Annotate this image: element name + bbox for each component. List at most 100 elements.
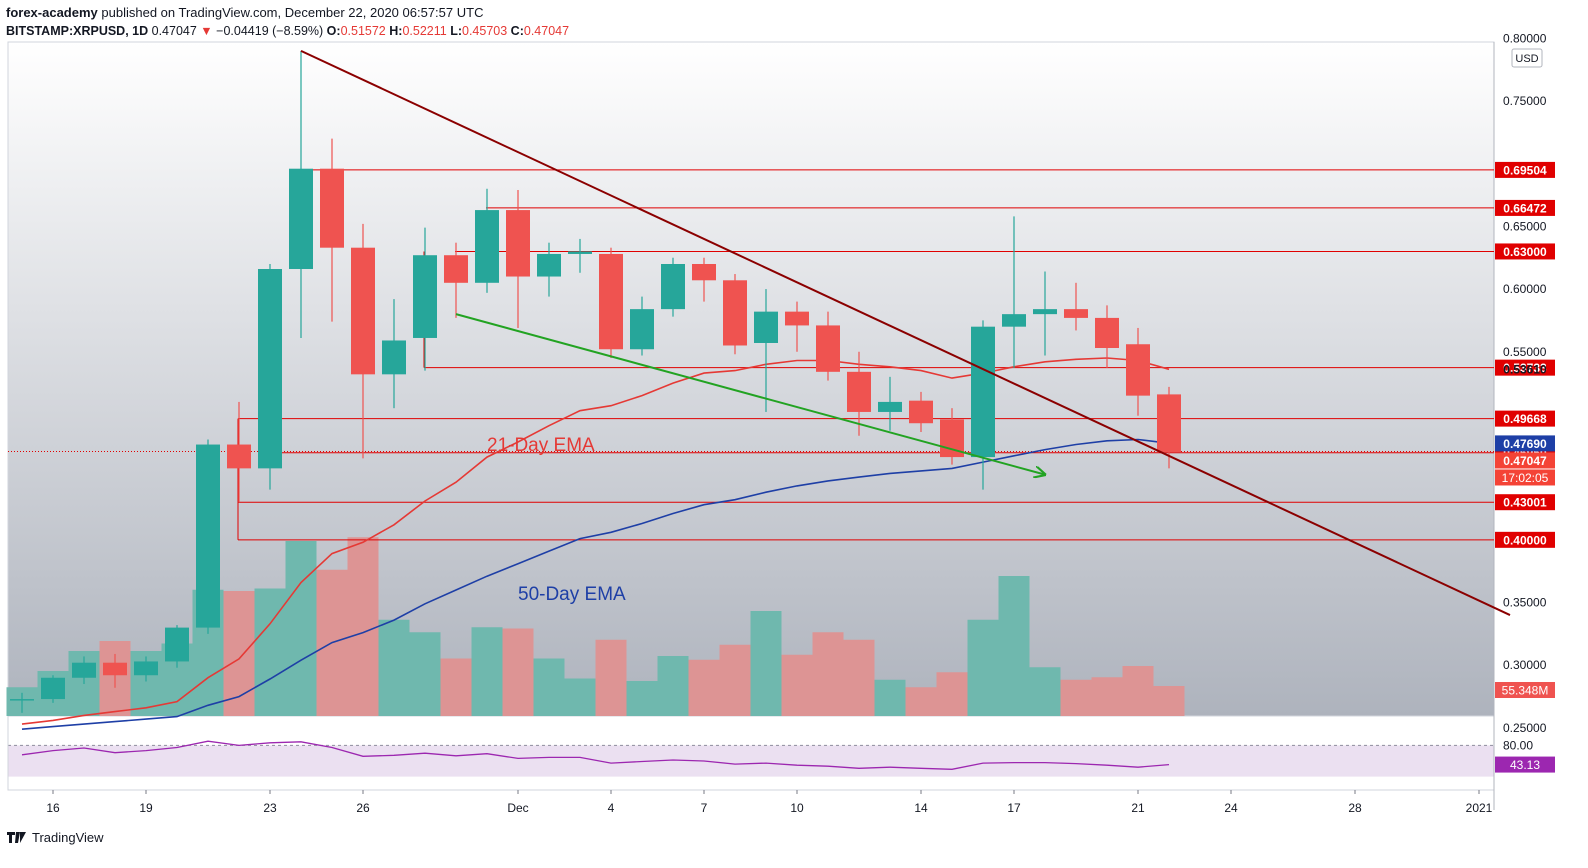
candle (1002, 216, 1026, 369)
volume-bar (223, 591, 255, 716)
x-tick-label: Dec (507, 801, 528, 815)
publish-line: forex-academy published on TradingView.c… (6, 4, 569, 22)
currency-label: USD (1515, 53, 1538, 65)
candle-body (599, 253, 623, 350)
price-tag-label: 0.69504 (1503, 163, 1547, 177)
volume-bar (1060, 679, 1092, 716)
volume-bar (595, 639, 627, 716)
price-tag-label: 0.66472 (1503, 201, 1547, 215)
volume-bar (843, 639, 875, 716)
volume-bar (440, 658, 472, 716)
high-label: H: (389, 24, 403, 38)
candle-body (909, 400, 933, 424)
price-tag-box (1495, 756, 1555, 773)
candle-body (630, 309, 654, 350)
price-tag-label: 17:02:05 (1502, 471, 1549, 485)
volume-bar (905, 687, 937, 716)
candle-body (165, 627, 189, 662)
volume-bar (998, 576, 1030, 716)
volume-bar (812, 632, 844, 716)
candle-body (568, 251, 592, 254)
candle-body (413, 255, 437, 338)
volume-bar (1153, 686, 1185, 716)
candle (971, 320, 995, 490)
volume-bar (285, 541, 317, 716)
open-value: 0.51572 (340, 24, 386, 38)
price-tag-label: 0.49668 (1503, 412, 1547, 426)
candle-body (320, 168, 344, 248)
y-tick-label: 0.30000 (1503, 658, 1547, 672)
candle-body (723, 280, 747, 346)
volume-bar (564, 678, 596, 716)
y-tick-label: 0.60000 (1503, 282, 1547, 296)
candle-body (382, 340, 406, 375)
y-tick-label: 0.25000 (1503, 721, 1547, 735)
candle (10, 692, 34, 713)
candle (568, 238, 592, 273)
candle (1157, 386, 1181, 469)
candle (754, 289, 778, 412)
candle-body (72, 662, 96, 678)
tradingview-logo-icon[interactable] (6, 829, 28, 845)
volume-bar (750, 611, 782, 716)
candle (413, 227, 437, 371)
level-price-tag: 0.66472 (1495, 199, 1555, 216)
price-tag-box (1495, 435, 1555, 452)
volume-bar (874, 679, 906, 716)
candle-body (785, 311, 809, 326)
low-value: 0.45703 (462, 24, 508, 38)
level-price-tag: 0.43001 (1495, 494, 1555, 511)
symbol-label[interactable]: BITSTAMP:XRPUSD, 1D (6, 24, 149, 38)
y-tick-label: 0.75000 (1503, 94, 1547, 108)
candle-body (1064, 309, 1088, 318)
volume-value-tag: 55.348M (1495, 682, 1555, 698)
down-arrow-icon: ▼ (200, 24, 213, 38)
close-value: 0.47047 (523, 24, 570, 38)
rsi-line (21, 740, 1170, 770)
candle (1126, 327, 1150, 416)
y-tick-label: 0.35000 (1503, 596, 1547, 610)
volume-bar (533, 658, 565, 716)
x-tick-label: 28 (1348, 801, 1362, 815)
volume-bar (967, 619, 999, 716)
candle (847, 351, 871, 436)
candle (909, 391, 933, 433)
volume-bar (409, 632, 441, 716)
candle-body (41, 677, 65, 700)
price-tag-label: 0.43001 (1503, 496, 1547, 510)
author-name[interactable]: forex-academy (6, 5, 98, 20)
close-label: C: (510, 24, 524, 38)
volume-bar (471, 627, 503, 716)
x-tick-label: 17 (1007, 801, 1021, 815)
volume-bar (688, 659, 720, 716)
candle (351, 223, 375, 459)
candle (785, 301, 809, 352)
candle-body (196, 444, 220, 628)
high-value: 0.52211 (402, 24, 447, 38)
candle (692, 257, 716, 302)
chart-header: forex-academy published on TradingView.c… (6, 4, 569, 40)
candle (1064, 282, 1088, 331)
candle-body (1157, 394, 1181, 453)
support-resistance-levels (8, 169, 1494, 541)
ema50-price-tag: 0.47690 (1495, 435, 1555, 452)
candle (1033, 271, 1057, 356)
candle-body (227, 444, 251, 469)
candle-body (1126, 344, 1150, 396)
candle (661, 257, 685, 317)
x-tick-label: 2021 (1466, 801, 1493, 815)
rsi-band (8, 745, 1494, 777)
price-tag-box (1495, 469, 1555, 486)
rsi-tick-label: 80.00 (1503, 738, 1533, 752)
candle-body (103, 662, 127, 676)
x-tick-label: 16 (46, 801, 60, 815)
candle (878, 376, 902, 431)
x-tick-label: 24 (1224, 801, 1238, 815)
volume-bar (936, 672, 968, 716)
candle (816, 311, 840, 381)
x-tick-label: 14 (914, 801, 928, 815)
price-tag-box (1495, 494, 1555, 511)
brand-label[interactable]: TradingView (32, 829, 104, 845)
last-price: 0.47047 (151, 24, 197, 38)
